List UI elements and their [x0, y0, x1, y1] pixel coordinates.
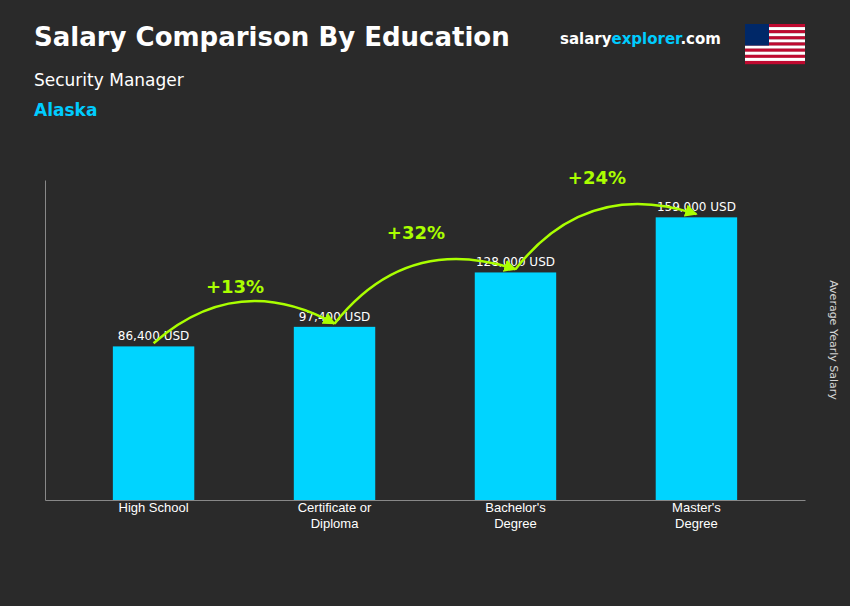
flag-stripe — [745, 61, 805, 64]
x-tick-label: Certificate orDiploma — [298, 500, 372, 531]
arrow — [335, 259, 516, 324]
bar — [656, 217, 737, 500]
x-tick-label-line: Degree — [494, 516, 537, 531]
arrow — [515, 204, 696, 269]
website-part: .com — [680, 30, 721, 48]
bar — [475, 272, 556, 500]
background — [0, 0, 850, 606]
bar — [294, 327, 375, 500]
x-tick-label-line: Master's — [672, 500, 721, 515]
flag-stripe — [745, 49, 805, 52]
flag — [745, 24, 805, 64]
flag-canton — [745, 24, 769, 46]
subtitle: Security Manager — [34, 70, 184, 90]
flag-stripe — [745, 58, 805, 61]
bars — [113, 217, 737, 500]
x-tick-label: Master'sDegree — [672, 500, 721, 531]
value-label: 86,400 USD — [118, 329, 189, 343]
title: Salary Comparison By Education — [34, 22, 510, 52]
chart-svg: Salary Comparison By Education Security M… — [0, 0, 850, 606]
x-tick: Master'sDegree — [672, 500, 721, 531]
website-part: salary — [560, 30, 612, 48]
x-tick-label-line: Degree — [675, 516, 718, 531]
y-axis-line — [45, 181, 46, 501]
flag-stripe — [745, 52, 805, 55]
x-tick-label-line: Bachelor's — [485, 500, 546, 515]
x-tick: Bachelor'sDegree — [485, 500, 546, 531]
x-tick: High School — [119, 500, 189, 515]
x-axis: High School Certificate orDiploma Bachelor… — [46, 500, 806, 531]
website-part: explorer — [612, 30, 684, 48]
flag-stripe — [745, 46, 805, 49]
x-tick-label: High School — [119, 500, 189, 515]
location: Alaska — [34, 100, 97, 120]
pct-label: +32% — [387, 222, 445, 243]
flag-stripe — [745, 55, 805, 58]
pct-label: +13% — [206, 276, 264, 297]
website: salaryexplorer.com — [560, 30, 721, 48]
arrow — [154, 301, 335, 343]
y-label: Average Yearly Salary — [827, 280, 840, 400]
x-tick-label-line: Diploma — [311, 516, 359, 531]
y-axis — [45, 181, 46, 501]
pct-label: +24% — [568, 167, 626, 188]
x-tick-label: Bachelor'sDegree — [485, 500, 546, 531]
x-tick: Certificate orDiploma — [298, 500, 372, 531]
bar — [113, 346, 194, 500]
value-labels: 86,400 USD97,400 USD128,000 USD159,000 U… — [118, 200, 736, 343]
annotations: +13% +32% +24% — [154, 167, 697, 343]
x-tick-label-line: Certificate or — [298, 500, 372, 515]
x-tick-label-line: High School — [119, 500, 189, 515]
